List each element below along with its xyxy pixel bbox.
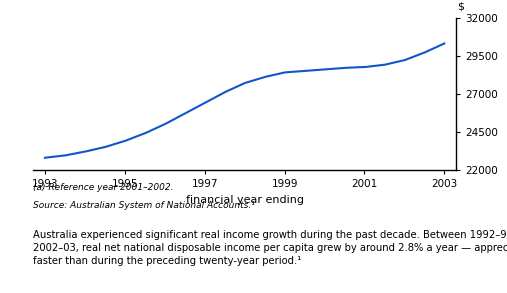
Text: (a) Reference year 2001–2002.: (a) Reference year 2001–2002. <box>33 183 173 192</box>
Text: $: $ <box>457 1 464 11</box>
X-axis label: financial year ending: financial year ending <box>186 195 304 205</box>
Text: Source: Australian System of National Accounts.¹: Source: Australian System of National Ac… <box>33 201 255 210</box>
Text: Australia experienced significant real income growth during the past decade. Bet: Australia experienced significant real i… <box>33 230 507 266</box>
